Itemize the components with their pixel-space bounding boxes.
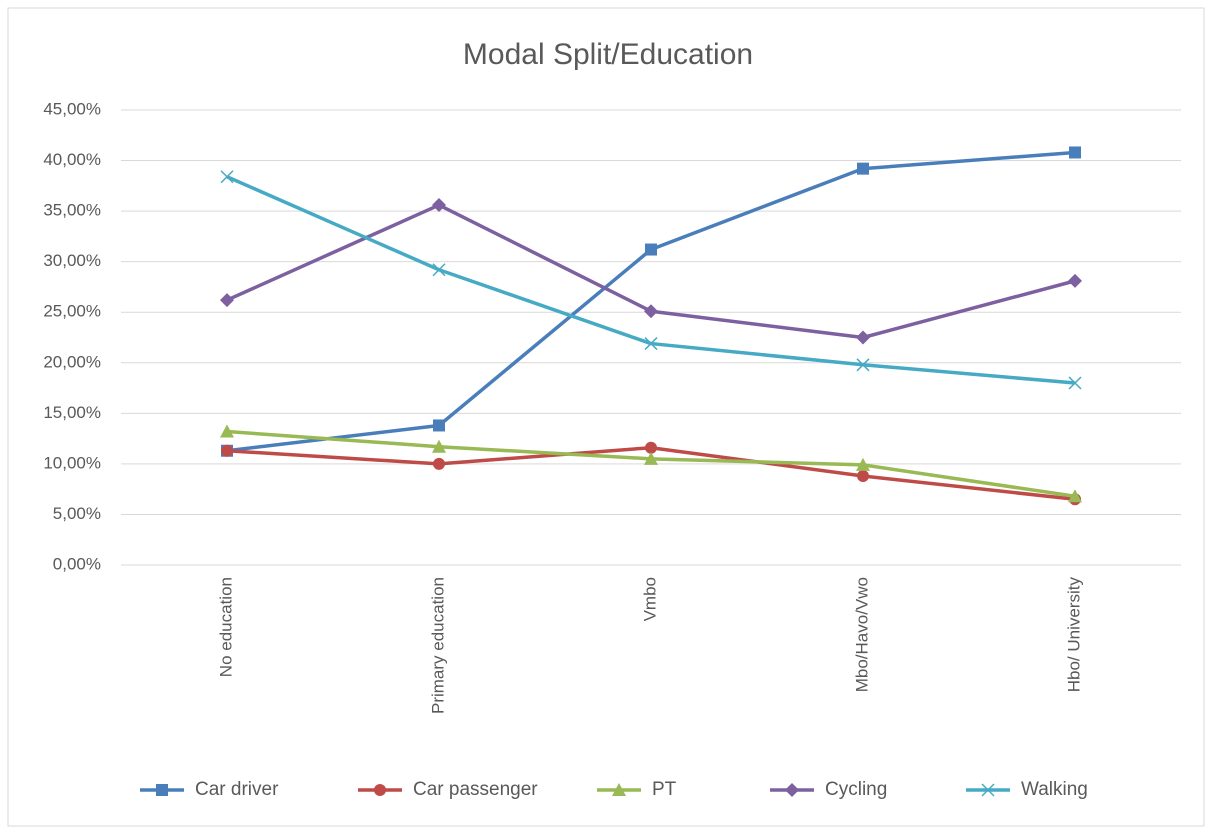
legend-label: Car passenger bbox=[413, 779, 538, 800]
marker bbox=[1068, 376, 1082, 390]
y-tick-label: 40,00% bbox=[43, 150, 101, 169]
y-tick-label: 15,00% bbox=[43, 403, 101, 422]
marker bbox=[1069, 146, 1081, 159]
legend-label: PT bbox=[652, 779, 677, 800]
y-tick-label: 45,00% bbox=[43, 99, 101, 118]
marker bbox=[432, 198, 446, 213]
marker bbox=[221, 444, 233, 457]
marker bbox=[220, 293, 234, 308]
legend-label: Car driver bbox=[195, 779, 279, 800]
x-tick-label: Mbo/Havo/Vwo bbox=[852, 577, 871, 692]
marker bbox=[1068, 489, 1082, 503]
marker bbox=[374, 784, 386, 796]
legend-label: Cycling bbox=[825, 779, 887, 800]
marker bbox=[1068, 273, 1082, 288]
chart-border bbox=[7, 7, 1205, 827]
marker bbox=[433, 457, 445, 470]
marker bbox=[645, 441, 657, 454]
marker bbox=[156, 784, 168, 796]
marker bbox=[857, 162, 869, 175]
marker bbox=[220, 170, 234, 184]
marker bbox=[645, 243, 657, 256]
legend-label: Walking bbox=[1021, 779, 1088, 800]
marker bbox=[644, 304, 658, 319]
y-tick-label: 20,00% bbox=[43, 352, 101, 371]
x-tick-label: Vmbo bbox=[640, 577, 659, 621]
marker bbox=[432, 263, 446, 277]
marker bbox=[644, 337, 658, 351]
x-tick-label: Primary education bbox=[428, 577, 447, 714]
marker bbox=[856, 330, 870, 345]
y-tick-label: 35,00% bbox=[43, 201, 101, 220]
marker bbox=[432, 439, 446, 453]
y-tick-label: 30,00% bbox=[43, 251, 101, 270]
marker bbox=[785, 783, 799, 797]
y-tick-label: 10,00% bbox=[43, 453, 101, 472]
y-tick-label: 5,00% bbox=[53, 504, 101, 523]
chart-title: Modal Split/Education bbox=[463, 38, 753, 71]
marker bbox=[856, 358, 870, 372]
marker bbox=[644, 451, 658, 465]
marker bbox=[981, 783, 995, 797]
marker bbox=[220, 424, 234, 438]
marker bbox=[612, 783, 626, 796]
marker bbox=[857, 470, 869, 483]
y-tick-label: 25,00% bbox=[43, 302, 101, 321]
marker bbox=[856, 457, 870, 471]
x-tick-label: No education bbox=[216, 577, 235, 677]
marker bbox=[433, 419, 445, 432]
x-tick-label: Hbo/ University bbox=[1064, 577, 1083, 693]
y-tick-label: 0,00% bbox=[53, 554, 101, 573]
